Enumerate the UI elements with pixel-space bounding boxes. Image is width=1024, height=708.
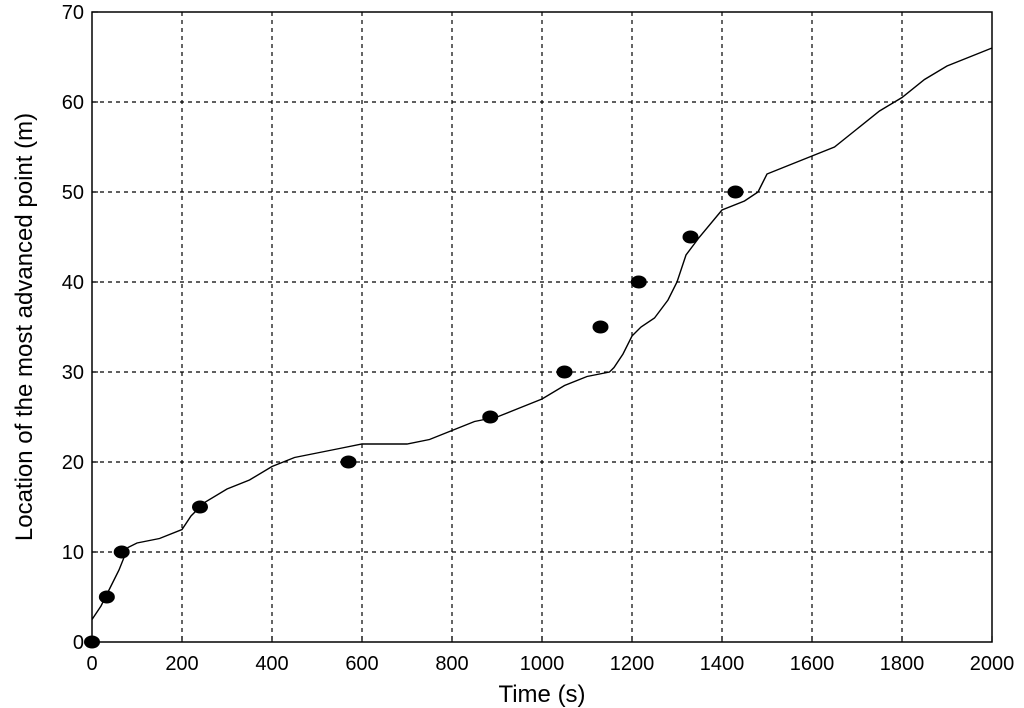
x-axis: 0 200 400 600 800 1000 1200 1400 1600 1800 2000: [86, 636, 1014, 675]
x-tick-label: 600: [345, 653, 378, 675]
x-tick-label: 1200: [610, 653, 655, 675]
data-point: [682, 230, 699, 244]
x-axis-label: Time (s): [498, 681, 585, 708]
plot-series: [84, 47, 993, 649]
data-point: [727, 185, 744, 199]
x-tick-label: 1400: [700, 653, 745, 675]
x-tick-label: 1800: [880, 653, 925, 675]
y-tick-label: 50: [62, 182, 84, 204]
data-point: [84, 635, 100, 649]
grid: [92, 12, 992, 642]
x-tick-label: 1000: [520, 653, 565, 675]
y-tick-label: 0: [73, 632, 84, 654]
x-tick-label: 400: [255, 653, 288, 675]
y-tick-label: 70: [62, 2, 84, 24]
x-tick-label: 0: [86, 653, 97, 675]
y-axis-label: Location of the most advanced point (m): [11, 113, 38, 541]
x-tick-label: 1600: [790, 653, 835, 675]
data-point: [556, 365, 573, 379]
data-point: [113, 545, 130, 559]
x-tick-label: 200: [165, 653, 198, 675]
data-point: [192, 500, 208, 514]
y-tick-label: 30: [62, 362, 84, 384]
y-tick-label: 20: [62, 452, 84, 474]
data-point: [630, 275, 647, 289]
x-tick-label: 800: [435, 653, 468, 675]
y-tick-label: 40: [62, 272, 84, 294]
y-axis: 0 10 20 30 40 50 60 70: [62, 2, 98, 654]
data-point: [98, 590, 115, 604]
x-tick-label: 2000: [970, 653, 1015, 675]
data-point: [340, 455, 357, 469]
y-tick-label: 60: [62, 92, 84, 114]
y-tick-label: 10: [62, 542, 84, 564]
data-point: [592, 320, 609, 334]
data-point: [482, 410, 499, 424]
